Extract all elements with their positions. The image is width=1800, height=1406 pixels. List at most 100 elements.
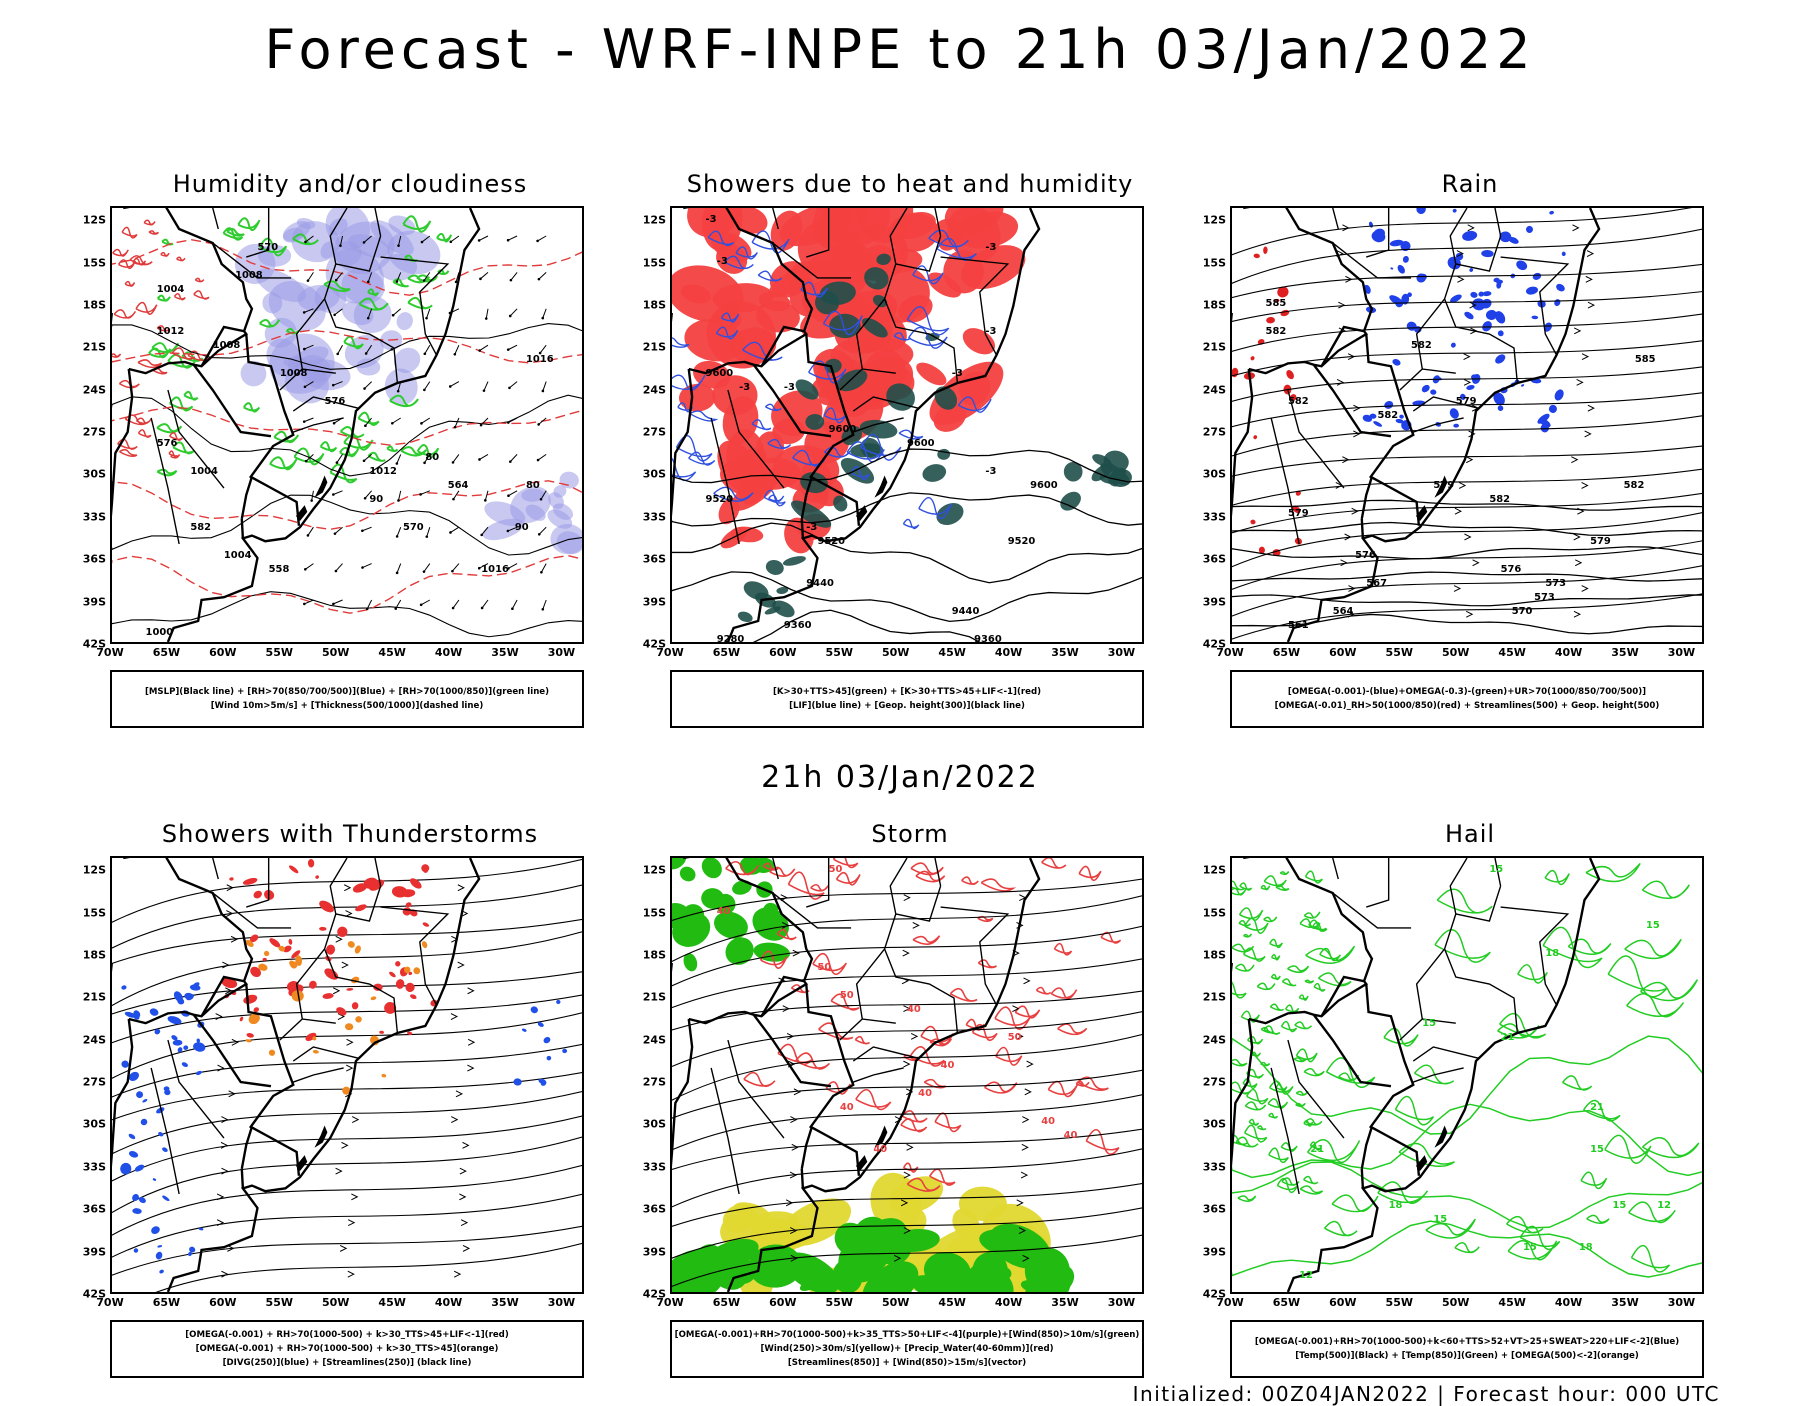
longitude-tick-label: 55W (1385, 646, 1414, 659)
latitude-tick-label: 39S (1202, 1245, 1226, 1259)
contour-label: 90 (369, 494, 383, 505)
contour-label: 15 (1646, 920, 1660, 931)
longitude-tick-label: 70W (96, 1296, 124, 1309)
contour-label: 1016 (481, 564, 509, 575)
latitude-tick-label: 24S (1202, 1033, 1226, 1047)
legend-line: [Wind(250)>30m/s](yellow)+ [Precip_Water… (760, 1344, 1054, 1354)
rh-fill-east (482, 471, 582, 555)
longitude-tick-label: 45W (1498, 646, 1526, 659)
longitude-tick-label: 40W (1554, 1296, 1583, 1309)
latitude-tick-label: 18S (1202, 298, 1226, 312)
contour-label: -3 (985, 242, 996, 253)
rain-labels: 5855825825795825795795825795765765735735… (1266, 298, 1656, 631)
temp850 (1305, 862, 1700, 1273)
latitude-axis: 12S 15S 18S 21S 24S 27S 30S 33S 36S 39S 42S (630, 206, 670, 651)
contour-label: -3 (784, 382, 795, 393)
contour-label: 582 (1624, 480, 1645, 491)
legend-line: [OMEGA(-0.001)+RH>70(1000-500)+k>35_TTS>… (674, 1330, 1140, 1340)
latitude-tick-label: 42S (82, 637, 106, 651)
legend-line: [LIF](blue line) + [Geop. height(300)](b… (789, 701, 1025, 711)
green-fill-southwest (737, 556, 806, 623)
latitude-tick-label: 12S (82, 863, 106, 877)
contour-label: 15 (1422, 1018, 1436, 1029)
contour-label: 1016 (526, 354, 554, 365)
latitude-tick-label: 27S (82, 425, 106, 439)
latitude-tick-label: 18S (82, 948, 106, 962)
legend: [K>30+TTS>45](green) + [K>30+TTS>45+LIF<… (670, 670, 1144, 728)
longitude-tick-label: 40W (434, 646, 463, 659)
latitude-tick-label: 39S (82, 595, 106, 609)
latitude-tick-label: 33S (82, 1160, 106, 1174)
latitude-axis: 12S 15S 18S 21S 24S 27S 30S 33S 36S 39S 42S (70, 206, 110, 651)
contour-label: -3 (706, 214, 717, 225)
contour-label: 9600 (706, 368, 734, 379)
longitude-tick-label: 30W (1667, 646, 1696, 659)
contour-label: 570 (403, 522, 424, 533)
latitude-tick-label: 30S (642, 467, 666, 481)
contour-label: 40 (918, 1088, 932, 1099)
legend-line: [OMEGA(-0.001)+RH>70(1000-500)+k<60+TTS>… (1254, 1337, 1680, 1347)
streamlines-500 (1232, 208, 1702, 640)
latitude-tick-label: 27S (1202, 425, 1226, 439)
contour-label: 582 (1489, 494, 1510, 505)
contour-label: -3 (739, 382, 750, 393)
contour-label: 40 (873, 1144, 887, 1155)
legend-line: [OMEGA(-0.001)-(blue)+OMEGA(-0.3)-(green… (1287, 687, 1647, 697)
longitude-tick-label: 65W (712, 1296, 741, 1309)
longitude-axis: 70W 65W 60W 55W 50W 45W 40W 35W 30W (656, 1296, 1144, 1312)
longitude-tick-label: 45W (938, 646, 966, 659)
longitude-tick-label: 50W (881, 1296, 910, 1309)
contour-label: 570 (1512, 606, 1533, 617)
contour-label: 50 (829, 864, 843, 875)
legend-line: [OMEGA(-0.001) + RH>70(1000-500) + k>30_… (185, 1330, 509, 1340)
contour-label: 582 (1377, 410, 1398, 421)
page-title: Forecast - WRF-INPE to 21h 03/Jan/2022 (264, 18, 1536, 81)
legend-line: [K>30+TTS>45](green) + [K>30+TTS>45+LIF<… (772, 687, 1042, 697)
geop-lines (672, 448, 1142, 642)
longitude-tick-label: 70W (1216, 1296, 1244, 1309)
humidity-labels: 1008 1004 1012 1016 1004 1000 1008 1012 1016 1008… (146, 242, 554, 638)
latitude-tick-label: 36S (1202, 1202, 1226, 1216)
longitude-tick-label: 55W (265, 646, 294, 659)
lowlevel-jet-green (672, 1216, 1075, 1292)
wind-vectors (302, 235, 547, 611)
longitude-tick-label: 60W (1329, 1296, 1357, 1309)
longitude-tick-label: 30W (547, 646, 576, 659)
longitude-tick-label: 40W (994, 1296, 1023, 1309)
longitude-tick-label: 60W (1329, 646, 1357, 659)
streamlines-250 (112, 858, 582, 1292)
panel-title: Hail (1444, 820, 1496, 848)
storm-labels: 50 40 50 50 40 40 50 40 40 40 40 40 (717, 864, 1078, 1155)
map-hail: 15 15 18 21 21 15 21 18 15 18 15 12 15 12 15 (1230, 856, 1704, 1294)
heat-labels: 9600 9600 9600 9520 9520 9520 9440 9440 9360 9360… (706, 214, 1058, 642)
contour-label: 576 (325, 396, 346, 407)
contour-label: 585 (1635, 354, 1656, 365)
contour-label: 15 (1433, 1214, 1447, 1225)
green-north (672, 858, 790, 972)
contour-label: 582 (1288, 396, 1309, 407)
latitude-tick-label: 33S (1202, 1160, 1226, 1174)
latitude-tick-label: 36S (642, 552, 666, 566)
longitude-tick-label: 65W (152, 646, 181, 659)
contour-label: 15 (1590, 1144, 1604, 1155)
latitude-tick-label: 42S (642, 1287, 666, 1301)
panel-title: Rain (1441, 170, 1499, 198)
longitude-tick-label: 35W (1611, 646, 1639, 659)
legend-line: [MSLP](Black line) + [RH>70(850/700/500)… (144, 687, 550, 697)
contour-label: 40 (907, 1004, 921, 1015)
panel-title: Showers due to heat and humidity (686, 170, 1134, 198)
legend-line: [Wind 10m>5m/s] + [Thickness(500/1000)](… (210, 701, 484, 711)
latitude-tick-label: 30S (82, 467, 106, 481)
panel-title: Showers with Thunderstorms (161, 820, 539, 848)
map-outlines (672, 208, 1041, 642)
latitude-tick-label: 18S (642, 298, 666, 312)
latitude-tick-label: 15S (82, 256, 106, 270)
longitude-tick-label: 70W (656, 1296, 684, 1309)
longitude-tick-label: 35W (1051, 646, 1079, 659)
longitude-tick-label: 30W (547, 1296, 576, 1309)
latitude-tick-label: 36S (642, 1202, 666, 1216)
contour-label: 579 (1590, 536, 1611, 547)
latitude-tick-label: 15S (1202, 906, 1226, 920)
longitude-axis: 70W 65W 60W 55W 50W 45W 40W 35W 30W (1216, 646, 1704, 662)
longitude-tick-label: 35W (491, 1296, 519, 1309)
